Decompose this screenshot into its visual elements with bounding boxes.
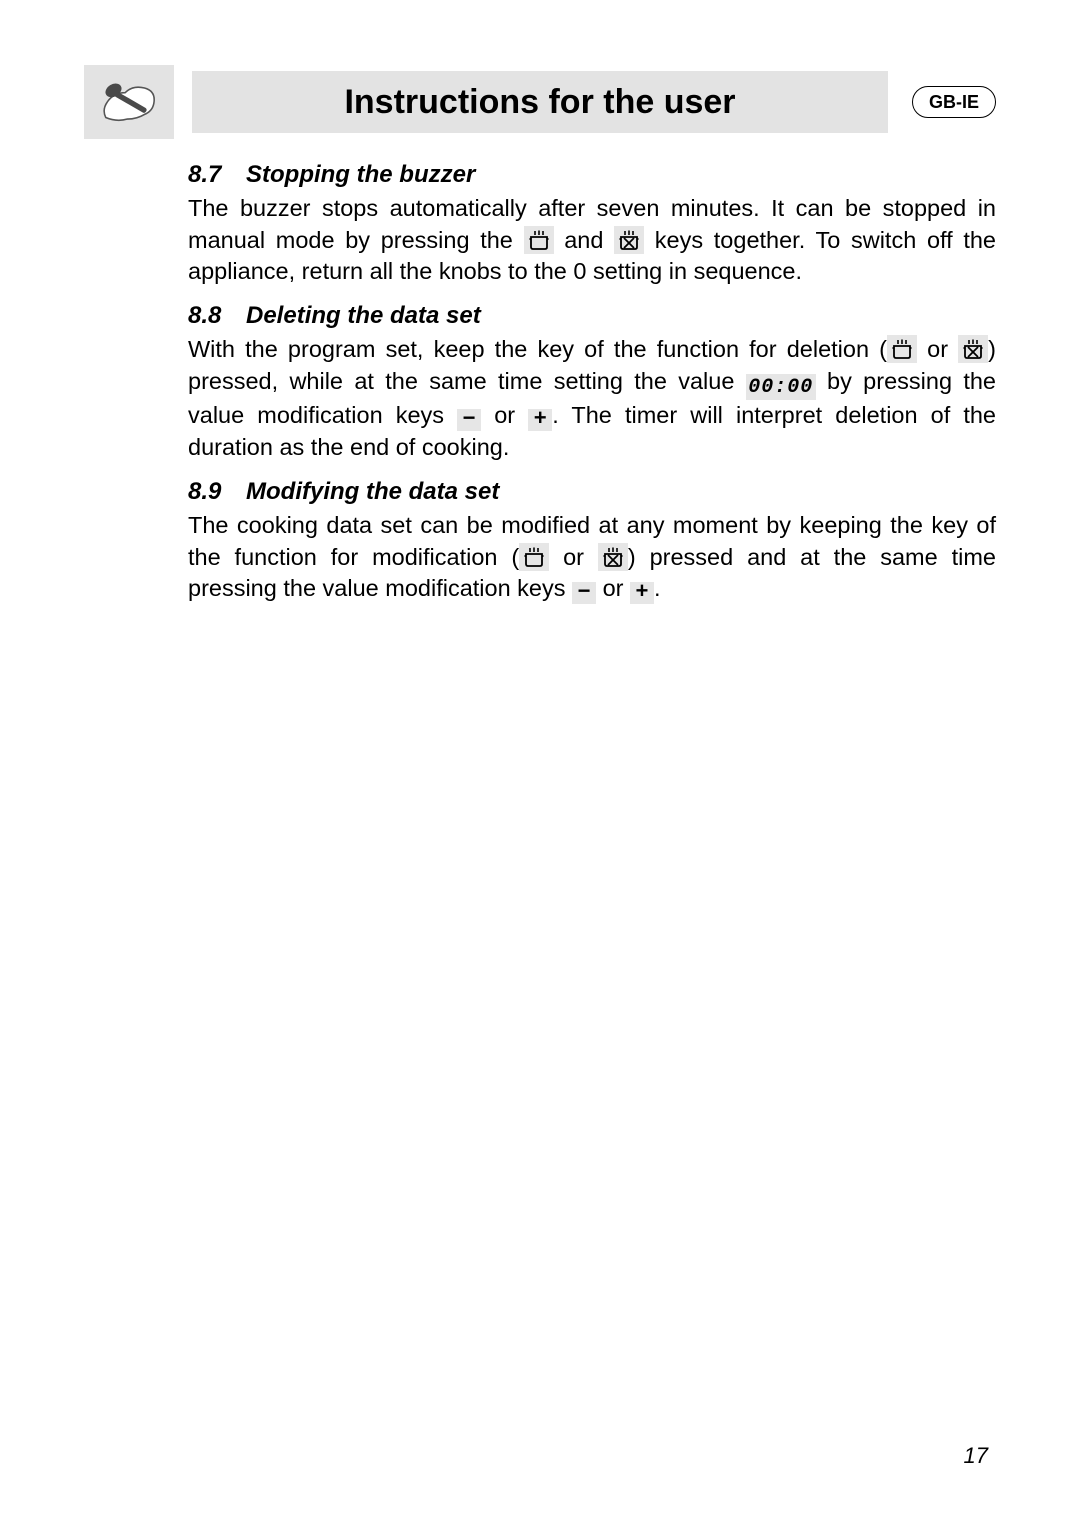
pot-cross-icon: [598, 543, 628, 571]
pot-icon: [887, 335, 917, 363]
body-text: or: [596, 575, 630, 601]
body-text: or: [549, 544, 598, 570]
section-title: Deleting the data set: [246, 302, 481, 330]
section-heading: 8.9Modifying the data set: [188, 478, 996, 506]
pot-cross-icon: [958, 335, 988, 363]
section-title: Stopping the buzzer: [246, 161, 475, 189]
plus-icon: +: [528, 409, 552, 431]
section-number: 8.9: [188, 478, 246, 506]
section-heading: 8.8Deleting the data set: [188, 302, 996, 330]
body-text: .: [654, 575, 661, 601]
minus-icon: −: [572, 582, 596, 604]
pot-icon: [519, 543, 549, 571]
section-body: With the program set, keep the key of th…: [188, 334, 996, 464]
content: 8.7Stopping the buzzer The buzzer stops a…: [84, 161, 996, 605]
logo: [84, 65, 174, 139]
body-text: or: [481, 402, 528, 428]
page-title: Instructions for the user: [344, 83, 735, 122]
page-title-bar: Instructions for the user: [192, 71, 888, 133]
page-number: 17: [964, 1443, 988, 1469]
section-number: 8.8: [188, 302, 246, 330]
body-text: and: [554, 227, 615, 253]
body-text: or: [917, 336, 958, 362]
section-title: Modifying the data set: [246, 478, 499, 506]
chef-spoon-icon: [90, 71, 168, 133]
header: Instructions for the user GB-IE: [84, 65, 996, 139]
minus-icon: −: [457, 409, 481, 431]
section-body: The cooking data set can be modified at …: [188, 510, 996, 605]
body-text: With the program set, keep the key of th…: [188, 336, 887, 362]
section-number: 8.7: [188, 161, 246, 189]
plus-icon: +: [630, 582, 654, 604]
manual-page: Instructions for the user GB-IE 8.7Stopp…: [0, 0, 1080, 1529]
section-body: The buzzer stops automatically after sev…: [188, 193, 996, 288]
pot-cross-icon: [614, 226, 644, 254]
pot-icon: [524, 226, 554, 254]
time-display-icon: 00:00: [746, 374, 816, 400]
section-heading: 8.7Stopping the buzzer: [188, 161, 996, 189]
language-badge: GB-IE: [912, 86, 996, 118]
